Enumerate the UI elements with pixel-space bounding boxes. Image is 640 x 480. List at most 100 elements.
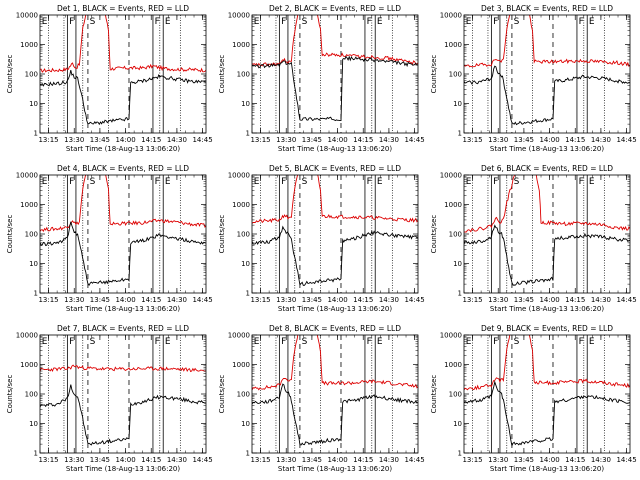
- x-tick-label: 14:30: [167, 136, 187, 144]
- y-tick-label: 1: [34, 450, 38, 458]
- x-tick-label: 14:15: [353, 296, 373, 304]
- x-axis-label: Start Time (18-Aug-13 13:06:20): [490, 465, 604, 473]
- x-tick-label: 13:45: [514, 456, 534, 464]
- marker-letter: F: [281, 17, 286, 27]
- x-tick-label: 14:00: [539, 296, 559, 304]
- y-tick-label: 10: [29, 420, 38, 428]
- panel-det-5: Det 5, BLACK = Events, RED = LLD 1 10 100 10…: [218, 164, 425, 313]
- x-tick-label: 14:15: [565, 296, 585, 304]
- y-tick-label: 1000: [20, 41, 38, 49]
- x-axis-label: Start Time (18-Aug-13 13:06:20): [278, 465, 392, 473]
- y-tick-label: 1000: [232, 361, 250, 369]
- lld-series-line: [252, 335, 418, 391]
- x-tick-label: 14:30: [591, 136, 611, 144]
- y-tick-label: 10000: [228, 332, 250, 340]
- y-tick-label: 10: [29, 260, 38, 268]
- marker-letter: E: [377, 17, 383, 27]
- x-tick-label: 13:15: [38, 136, 58, 144]
- plot-frame: [39, 14, 207, 134]
- lld-series-line: [464, 335, 630, 391]
- y-tick-label: 1: [34, 130, 38, 138]
- panel-title: Det 3, BLACK = Events, RED = LLD: [481, 4, 613, 13]
- x-tick-label: 14:00: [327, 136, 347, 144]
- panel-det-3: Det 3, BLACK = Events, RED = LLD 1 10 100 10…: [430, 4, 637, 153]
- y-axis-label: Counts/sec: [430, 55, 438, 94]
- y-tick-label: 100: [237, 71, 250, 79]
- plot-area: [252, 175, 418, 293]
- marker-letter: E: [42, 177, 48, 187]
- x-tick-label: 13:30: [488, 456, 508, 464]
- y-tick-label: 10: [29, 100, 38, 108]
- marker-letter: E: [42, 17, 48, 27]
- marker-letter: E: [377, 177, 383, 187]
- x-tick-label: 14:30: [379, 456, 399, 464]
- plot-frame: [251, 334, 419, 454]
- x-tick-label: 13:15: [38, 296, 58, 304]
- marker-letter: S: [90, 177, 96, 187]
- x-axis-label: Start Time (18-Aug-13 13:06:20): [490, 145, 604, 153]
- x-tick-label: 14:30: [591, 456, 611, 464]
- x-tick-label: 14:45: [404, 456, 424, 464]
- x-tick-label: 13:30: [488, 136, 508, 144]
- marker-letter: F: [281, 177, 286, 187]
- marker-letter: E: [165, 337, 171, 347]
- y-tick-label: 10000: [16, 172, 38, 180]
- x-tick-label: 14:00: [327, 296, 347, 304]
- marker-letter: E: [254, 337, 260, 347]
- y-axis-label: Counts/sec: [6, 375, 14, 414]
- panel-title: Det 9, BLACK = Events, RED = LLD: [481, 324, 613, 333]
- x-tick-label: 13:45: [302, 136, 322, 144]
- marker-letter: F: [367, 17, 372, 27]
- marker-letter: S: [90, 17, 96, 27]
- x-tick-label: 14:15: [141, 456, 161, 464]
- panel-det-4: Det 4, BLACK = Events, RED = LLD 1 10 100 10…: [6, 164, 213, 313]
- events-series-line: [464, 380, 630, 448]
- panel-title: Det 5, BLACK = Events, RED = LLD: [269, 164, 401, 173]
- lld-series-line: [40, 364, 206, 373]
- y-axis-label: Counts/sec: [6, 215, 14, 254]
- plot-frame: [251, 14, 419, 134]
- y-tick-label: 100: [25, 71, 38, 79]
- y-axis-label: Counts/sec: [218, 375, 226, 414]
- panel-title: Det 4, BLACK = Events, RED = LLD: [57, 164, 189, 173]
- y-tick-label: 10000: [16, 12, 38, 20]
- x-tick-label: 13:15: [462, 136, 482, 144]
- y-tick-label: 100: [237, 391, 250, 399]
- panel-det-2: Det 2, BLACK = Events, RED = LLD 1 10 100 10…: [218, 4, 425, 153]
- lld-series-line: [464, 175, 630, 233]
- y-tick-label: 10000: [440, 332, 462, 340]
- y-tick-label: 1: [246, 290, 250, 298]
- marker-letter: E: [254, 177, 260, 187]
- plot-frame: [39, 174, 207, 294]
- panel-det-9: Det 9, BLACK = Events, RED = LLD 1 10 100 10…: [430, 324, 637, 473]
- y-tick-label: 100: [449, 71, 462, 79]
- y-tick-label: 10: [241, 100, 250, 108]
- marker-letter: E: [254, 17, 260, 27]
- x-tick-label: 13:15: [250, 296, 270, 304]
- x-tick-label: 14:45: [616, 456, 636, 464]
- marker-letter: S: [514, 337, 520, 347]
- y-axis-label: Counts/sec: [6, 55, 14, 94]
- x-tick-label: 13:45: [302, 456, 322, 464]
- y-tick-label: 1: [458, 450, 462, 458]
- x-tick-label: 14:15: [565, 456, 585, 464]
- events-series-line: [40, 221, 206, 287]
- x-tick-label: 14:30: [167, 296, 187, 304]
- y-tick-label: 1: [458, 290, 462, 298]
- x-axis-label: Start Time (18-Aug-13 13:06:20): [66, 305, 180, 313]
- y-tick-label: 10: [453, 260, 462, 268]
- x-tick-label: 14:30: [591, 296, 611, 304]
- plot-area: [40, 335, 206, 453]
- x-tick-label: 14:00: [115, 456, 135, 464]
- y-tick-label: 10000: [440, 12, 462, 20]
- panel-title: Det 6, BLACK = Events, RED = LLD: [481, 164, 613, 173]
- x-tick-label: 13:30: [276, 456, 296, 464]
- y-tick-label: 10000: [228, 12, 250, 20]
- marker-letter: F: [155, 17, 160, 27]
- lld-series-line: [252, 15, 418, 68]
- lld-series-line: [464, 15, 630, 68]
- lld-series-line: [40, 15, 206, 73]
- y-tick-label: 1: [246, 450, 250, 458]
- y-tick-label: 1000: [232, 201, 250, 209]
